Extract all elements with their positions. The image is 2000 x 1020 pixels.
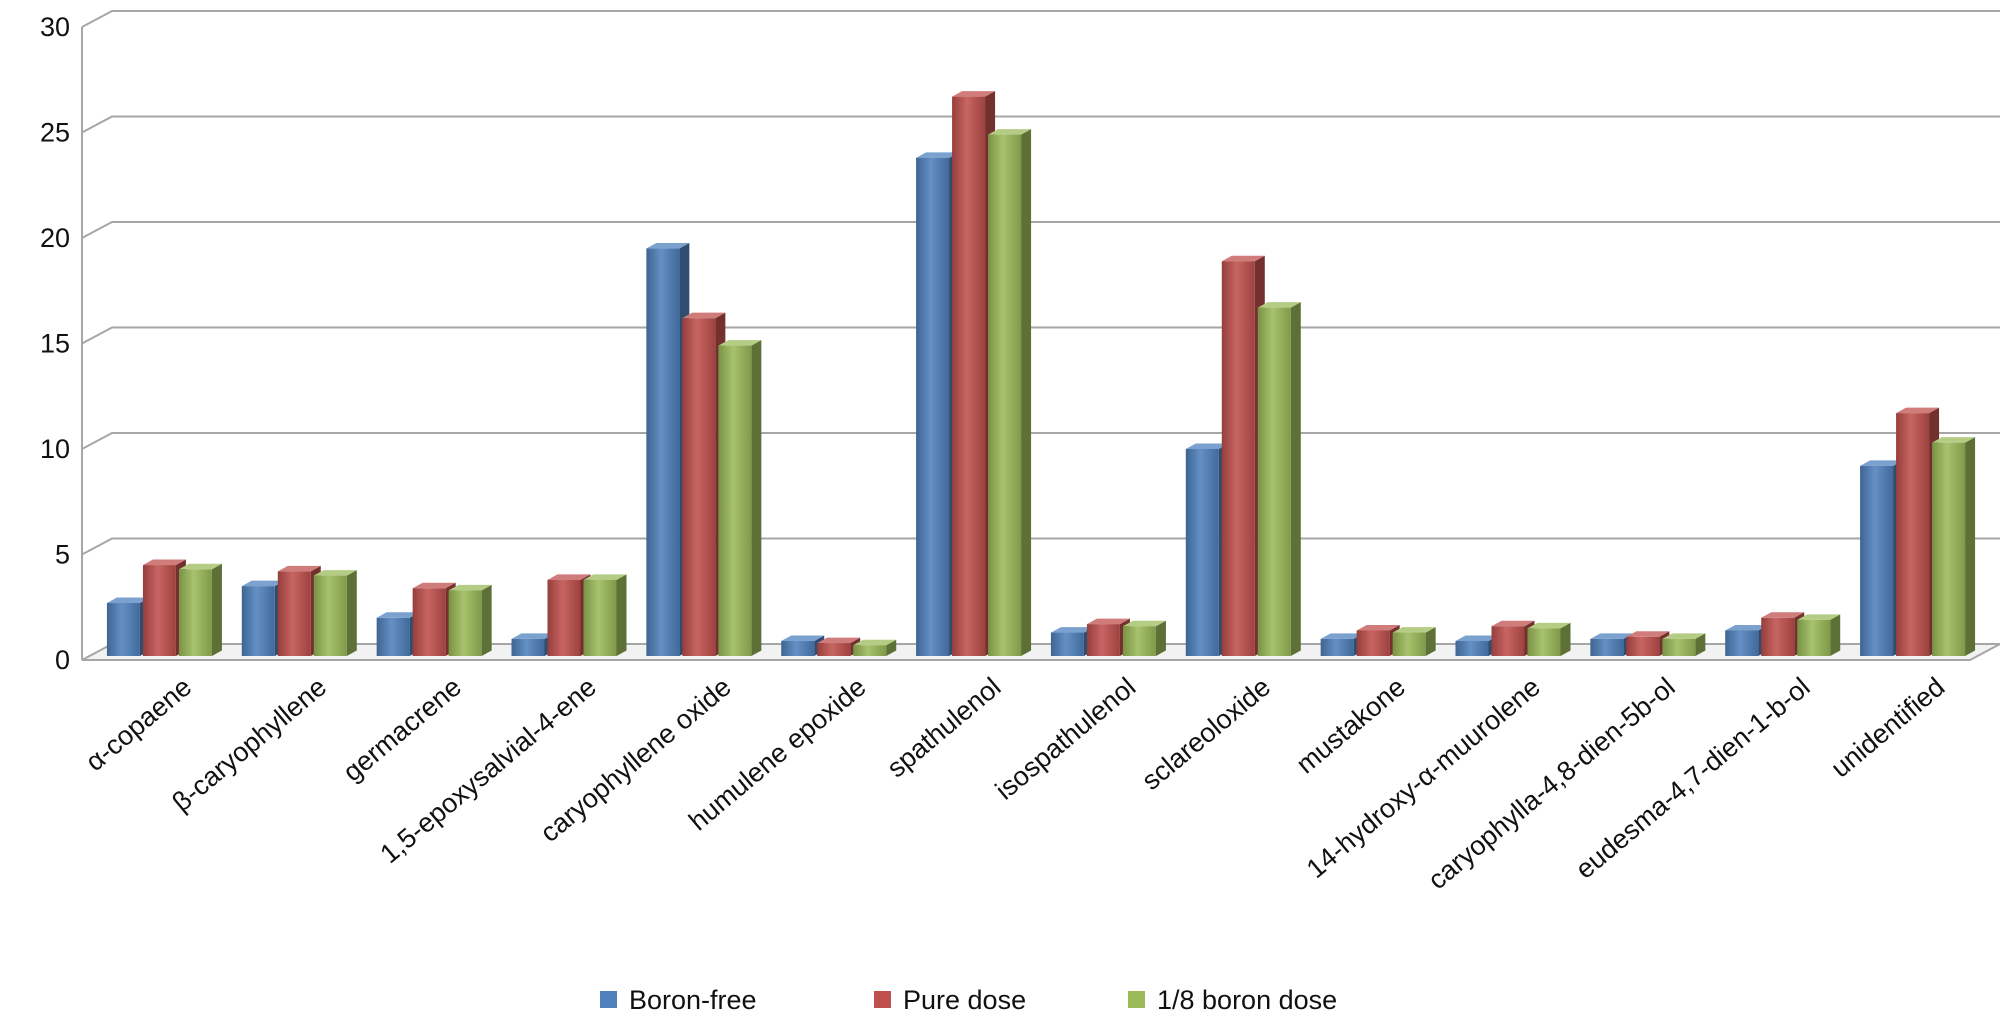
x-tick-label: sclareoloxide	[1136, 672, 1276, 796]
bar	[1932, 437, 1976, 656]
bar	[1257, 302, 1301, 656]
gridline	[81, 537, 2000, 556]
x-tick-label: mustakone	[1291, 672, 1411, 780]
legend-label: 1/8 boron dose	[1157, 985, 1337, 1015]
legend-label: Boron-free	[629, 985, 757, 1015]
bar	[1527, 622, 1571, 656]
gridline	[81, 432, 2000, 450]
legend-swatch	[874, 991, 891, 1008]
gridline	[81, 221, 2000, 239]
bar	[817, 637, 861, 656]
legend-item: Boron-free	[600, 985, 757, 1015]
x-tick-label: germacrene	[337, 672, 467, 788]
y-tick-label: 30	[40, 12, 70, 42]
y-tick-label: 0	[55, 645, 70, 675]
gridline	[81, 10, 2000, 28]
gridline	[81, 115, 2000, 134]
y-tick-label: 15	[40, 329, 70, 359]
bar	[448, 584, 492, 656]
legend-item: Pure dose	[874, 985, 1026, 1015]
bar	[1491, 620, 1535, 656]
legend-swatch	[1128, 991, 1145, 1008]
bar	[853, 639, 897, 656]
y-tick-label: 25	[40, 118, 70, 148]
legend: Boron-free Pure dose 1/8 boron dose	[600, 985, 1337, 1015]
bar	[1662, 633, 1706, 656]
x-tick-label: spathulenol	[881, 672, 1006, 784]
legend-label: Pure dose	[903, 985, 1026, 1015]
x-tick-label: 1,5-epoxysalvial-4-ene	[374, 672, 601, 870]
legend-item: 1/8 boron dose	[1128, 985, 1337, 1015]
bar	[241, 580, 285, 656]
bar	[1122, 620, 1166, 656]
gridlines	[81, 10, 2000, 556]
bar	[718, 340, 762, 656]
bar	[1797, 614, 1841, 656]
bar	[583, 574, 627, 656]
x-tick-label: caryophylla-4,8-dien-5b-ol	[1422, 672, 1680, 896]
y-tick-label: 10	[40, 434, 70, 464]
y-tick-label: 20	[40, 223, 70, 253]
x-tick-label: α-copaene	[80, 672, 197, 777]
bar	[313, 570, 357, 656]
y-tick-label: 5	[55, 540, 70, 570]
bar	[1086, 618, 1130, 656]
x-tick-label: 14-hydroxy-α-muurolene	[1301, 672, 1546, 884]
bar	[277, 565, 321, 656]
bars	[106, 91, 1976, 657]
bar	[988, 129, 1032, 657]
x-tick-label: isospathulenol	[990, 672, 1142, 806]
x-tick-label: unidentified	[1825, 672, 1950, 784]
gridline	[81, 326, 2000, 345]
bar	[1392, 627, 1436, 656]
bar	[178, 563, 222, 656]
chart-floor	[81, 643, 2000, 661]
x-tick-label: eudesma-4,7-dien-1-b-ol	[1570, 672, 1816, 885]
legend-swatch	[600, 991, 617, 1008]
